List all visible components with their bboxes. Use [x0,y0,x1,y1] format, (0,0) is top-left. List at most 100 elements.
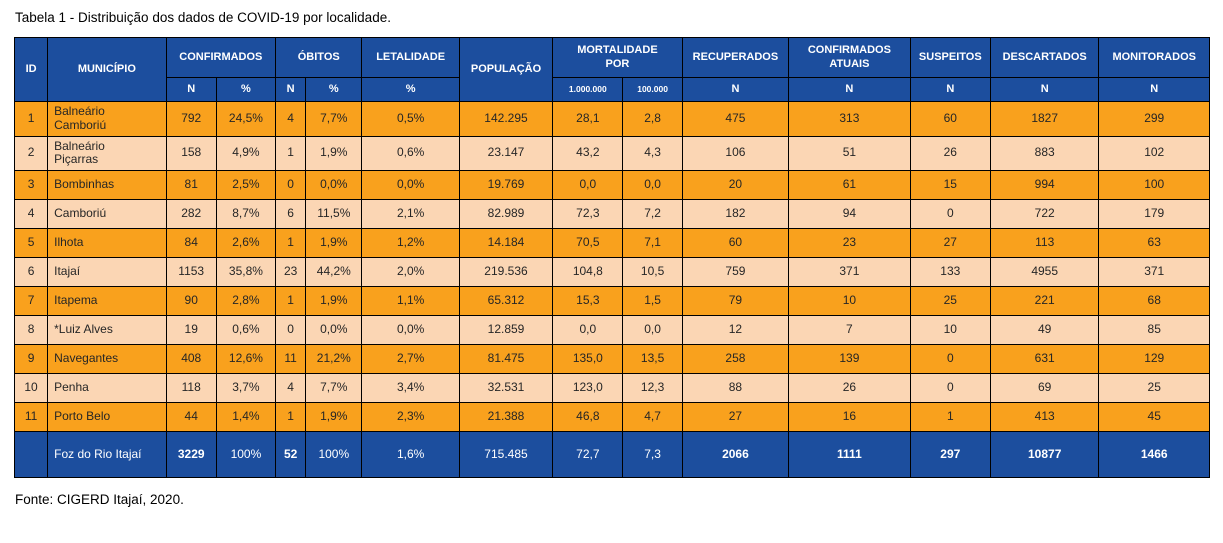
cell-conf_pct: 3,7% [215,373,277,404]
subheader-confirmados-pct: % [215,77,277,102]
cell-descartados: 631 [989,344,1100,375]
cell-conf_n: 118 [165,373,217,404]
cell-obitos_pct: 1,9% [305,135,363,172]
cell-recuperados: 759 [681,257,790,288]
cell-obitos_n: 52 [275,431,307,479]
cell-populacao: 715.485 [458,431,554,479]
cell-confirmados_atuais: 61 [788,170,911,201]
cell-populacao: 142.295 [458,101,554,137]
municipio-name: Camboriú [54,206,107,221]
cell-suspeitos: 26 [909,135,991,172]
source-note: Fonte: CIGERD Itajaí, 2020. [15,492,184,508]
cell-mort_1000000: 0,0 [552,170,624,201]
mortalidade-label: MORTALIDADE POR [577,43,658,70]
cell-recuperados: 79 [681,286,790,317]
cell-obitos_n: 4 [275,373,307,404]
cell-conf_n: 408 [165,344,217,375]
cell-id: 3 [13,170,49,201]
cell-descartados: 883 [989,135,1100,172]
cell-descartados: 221 [989,286,1100,317]
cell-conf_pct: 12,6% [215,344,277,375]
cell-id: 9 [13,344,49,375]
cell-populacao: 14.184 [458,228,554,259]
table-title: Tabela 1 - Distribuição dos dados de COV… [15,10,391,25]
municipio-name: Balneário Piçarras [54,138,105,167]
cell-populacao: 12.859 [458,315,554,346]
cell-confirmados_atuais: 139 [788,344,911,375]
cell-monitorados: 179 [1098,199,1210,230]
cell-mort_1000000: 123,0 [552,373,624,404]
cell-letalidade: 1,2% [361,228,460,259]
cell-monitorados: 299 [1098,101,1210,137]
table-row: 9 Navegantes 408 12,6% 11 21,2% 2,7% 81.475 135,… [13,344,1210,375]
subheader-recuperados-n: N [681,77,790,102]
cell-municipio: Foz do Rio Itajaí [47,431,167,479]
municipio-name: Ilhota [54,235,84,250]
cell-conf_pct: 35,8% [215,257,277,288]
cell-letalidade: 1,1% [361,286,460,317]
cell-descartados: 413 [989,402,1100,433]
cell-obitos_n: 0 [275,315,307,346]
cell-mort_100000: 13,5 [622,344,683,375]
table-row: 8 *Luiz Alves 19 0,6% 0 0,0% 0,0% 12.859 0,0 0,0 1… [13,315,1210,346]
table-row: 2 Balneário Piçarras 158 4,9% 1 1,9% 0,6% 23.14… [13,135,1210,172]
table-row: 10 Penha 118 3,7% 4 7,7% 3,4% 32.531 123,0 12,3 88… [13,373,1210,404]
cell-descartados: 113 [989,228,1100,259]
cell-id: 11 [13,402,49,433]
cell-recuperados: 182 [681,199,790,230]
cell-id: 1 [13,101,49,137]
subheader-mortalidade-100000: 100.000 [622,77,683,102]
cell-confirmados_atuais: 51 [788,135,911,172]
cell-descartados: 4955 [989,257,1100,288]
cell-conf_pct: 100% [215,431,277,479]
subheader-confirmados-atuais-n: N [788,77,911,102]
subheader-monitorados-n: N [1098,77,1210,102]
cell-monitorados: 129 [1098,344,1210,375]
cell-municipio: Itapema [47,286,167,317]
municipio-name: Itapema [54,293,98,308]
cell-obitos_pct: 0,0% [305,315,363,346]
cell-populacao: 32.531 [458,373,554,404]
cell-letalidade: 2,0% [361,257,460,288]
cell-letalidade: 3,4% [361,373,460,404]
municipio-name: *Luiz Alves [54,322,113,337]
cell-mort_1000000: 28,1 [552,101,624,137]
cell-monitorados: 63 [1098,228,1210,259]
cell-conf_pct: 2,5% [215,170,277,201]
cell-id: 5 [13,228,49,259]
cell-mort_100000: 4,3 [622,135,683,172]
cell-obitos_pct: 1,9% [305,228,363,259]
cell-populacao: 219.536 [458,257,554,288]
subheader-suspeitos-n: N [909,77,991,102]
cell-conf_n: 90 [165,286,217,317]
cell-letalidade: 1,6% [361,431,460,479]
cell-conf_pct: 1,4% [215,402,277,433]
cell-suspeitos: 15 [909,170,991,201]
cell-obitos_pct: 21,2% [305,344,363,375]
cell-obitos_n: 4 [275,101,307,137]
cell-obitos_pct: 1,9% [305,402,363,433]
cell-municipio: Balneário Piçarras [47,135,167,172]
cell-monitorados: 85 [1098,315,1210,346]
cell-obitos_pct: 7,7% [305,373,363,404]
cell-recuperados: 475 [681,101,790,137]
cell-monitorados: 371 [1098,257,1210,288]
cell-municipio: Itajaí [47,257,167,288]
cell-monitorados: 45 [1098,402,1210,433]
subheader-letalidade-pct: % [361,77,460,102]
cell-confirmados_atuais: 26 [788,373,911,404]
cell-mort_1000000: 104,8 [552,257,624,288]
table-row: 7 Itapema 90 2,8% 1 1,9% 1,1% 65.312 15,3 1,5 79 10… [13,286,1210,317]
cell-obitos_n: 6 [275,199,307,230]
cell-conf_n: 792 [165,101,217,137]
table-header: ID MUNICÍPIO CONFIRMADOS ÓBITOS LETALIDA… [13,37,1210,102]
cell-letalidade: 2,7% [361,344,460,375]
table-row: 11 Porto Belo 44 1,4% 1 1,9% 2,3% 21.388 46,8 4,7… [13,402,1210,433]
cell-mort_100000: 10,5 [622,257,683,288]
cell-conf_pct: 2,8% [215,286,277,317]
cell-suspeitos: 60 [909,101,991,137]
cell-id: 8 [13,315,49,346]
cell-conf_n: 84 [165,228,217,259]
col-header-municipio: MUNICÍPIO [47,37,167,102]
